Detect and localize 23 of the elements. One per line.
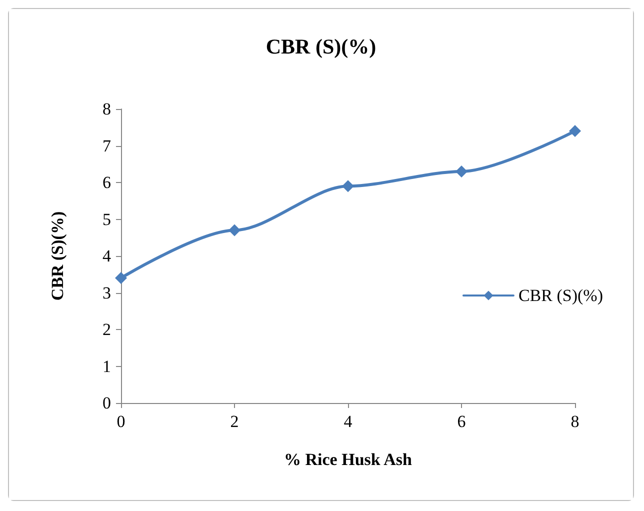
y-tick-label: 8 (102, 100, 111, 118)
x-tick-label: 4 (344, 412, 353, 431)
y-tick-label: 0 (102, 394, 111, 412)
y-tick-label: 3 (102, 283, 111, 302)
y-tick-label: 5 (102, 210, 111, 229)
point (569, 125, 581, 138)
x-tick-label: 8 (570, 412, 580, 431)
y-tick-label: 1 (102, 356, 111, 376)
y-tick-label: 6 (102, 173, 111, 192)
point (115, 272, 127, 284)
y-tick-label: 4 (102, 246, 112, 266)
x-tick-label: 0 (116, 412, 126, 431)
chart-title: CBR (S)(%) (266, 34, 376, 58)
legend-label: CBR (S)(%) (518, 286, 604, 305)
y-axis-title: CBR (S)(%) (48, 211, 67, 301)
point (456, 165, 468, 178)
point (228, 224, 240, 236)
x-tick-label: 6 (457, 412, 466, 431)
x-tick-label: 2 (230, 412, 239, 431)
y-tick-label: 7 (102, 136, 112, 156)
x-axis-title: % Rice Husk Ash (284, 450, 413, 469)
point (342, 180, 354, 192)
y-tick-label: 2 (102, 320, 111, 339)
